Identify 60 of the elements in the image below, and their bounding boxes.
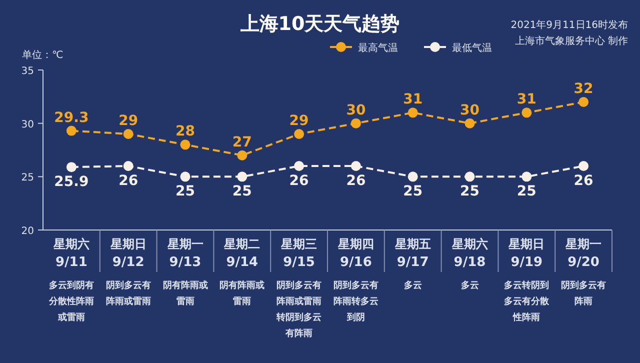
legend-label: 最低气温 <box>452 42 492 54</box>
x-tick-label: 星期五 9/17 多云 <box>394 237 431 291</box>
y-axis-title: 单位：℃ <box>22 49 64 61</box>
data-label: 28 <box>176 124 195 140</box>
data-label: 25 <box>460 184 480 200</box>
point <box>350 118 361 128</box>
x-tick-label: 星期四 9/16 阴到多云有阵雨转多云到阴 <box>333 237 378 323</box>
data-label: 25 <box>232 184 252 200</box>
y-tick-label: 20 <box>21 226 34 237</box>
data-label: 26 <box>118 173 138 189</box>
data-label: 26 <box>574 173 594 189</box>
point <box>522 108 532 118</box>
x-tick-label: 星期六 9/11 多云到阴有分散性阵雨或雷雨 <box>48 237 94 323</box>
point <box>123 161 134 171</box>
x-tick-label: 星期日 9/12 阴到多云有阵雨或雷雨 <box>106 237 151 307</box>
y-tick-label: 35 <box>21 66 34 77</box>
x-tick-label: 星期一 9/20 阴到多云有阵雨 <box>561 237 606 307</box>
y-tick-label: 30 <box>21 119 34 130</box>
legend-label: 最高气温 <box>358 42 398 54</box>
point <box>578 161 589 171</box>
point <box>464 118 475 128</box>
data-label: 26 <box>289 173 309 189</box>
point <box>522 172 532 182</box>
data-label: 32 <box>574 81 594 97</box>
point <box>123 129 134 139</box>
data-label: 31 <box>516 92 536 108</box>
data-label: 25 <box>516 184 536 200</box>
text: 上海市气象服务中心 制作 <box>514 35 628 47</box>
data-label: 25.9 <box>54 174 89 190</box>
point <box>66 126 76 136</box>
data-label: 30 <box>346 102 366 118</box>
data-label: 31 <box>403 92 423 108</box>
point <box>294 129 304 139</box>
point <box>180 172 190 182</box>
data-label: 29.3 <box>54 110 89 126</box>
point <box>66 162 76 172</box>
point <box>408 108 418 118</box>
x-tick-label: 星期三 9/15 阴到多云有阵雨或雷雨转阴到多云有阵雨 <box>276 237 322 339</box>
point <box>350 161 361 171</box>
point <box>578 97 589 107</box>
x-tick-label: 星期二 9/14 阴有阵雨或雷雨 <box>220 237 265 307</box>
point <box>464 172 475 182</box>
text: 2021年9月11日16时发布 <box>510 19 628 31</box>
data-label: 25 <box>403 184 423 200</box>
chart-title: 上海10天天气趋势 <box>239 13 400 35</box>
point <box>180 140 190 150</box>
data-label: 25 <box>176 184 195 200</box>
y-tick-label: 25 <box>21 172 34 184</box>
data-label: 26 <box>346 173 366 189</box>
x-tick-label: 星期日 9/19 多云转阴到多云有分散性阵雨 <box>504 237 550 323</box>
point <box>408 172 418 182</box>
data-label: 29 <box>118 113 138 129</box>
data-label: 30 <box>460 102 480 118</box>
point <box>237 150 248 160</box>
data-label: 27 <box>232 134 252 150</box>
point <box>237 172 248 182</box>
point <box>294 161 304 171</box>
x-tick-label: 星期一 9/13 阴有阵雨或雷雨 <box>162 237 208 307</box>
x-tick-label: 星期六 9/18 多云 <box>450 237 488 291</box>
data-label: 29 <box>289 113 309 129</box>
